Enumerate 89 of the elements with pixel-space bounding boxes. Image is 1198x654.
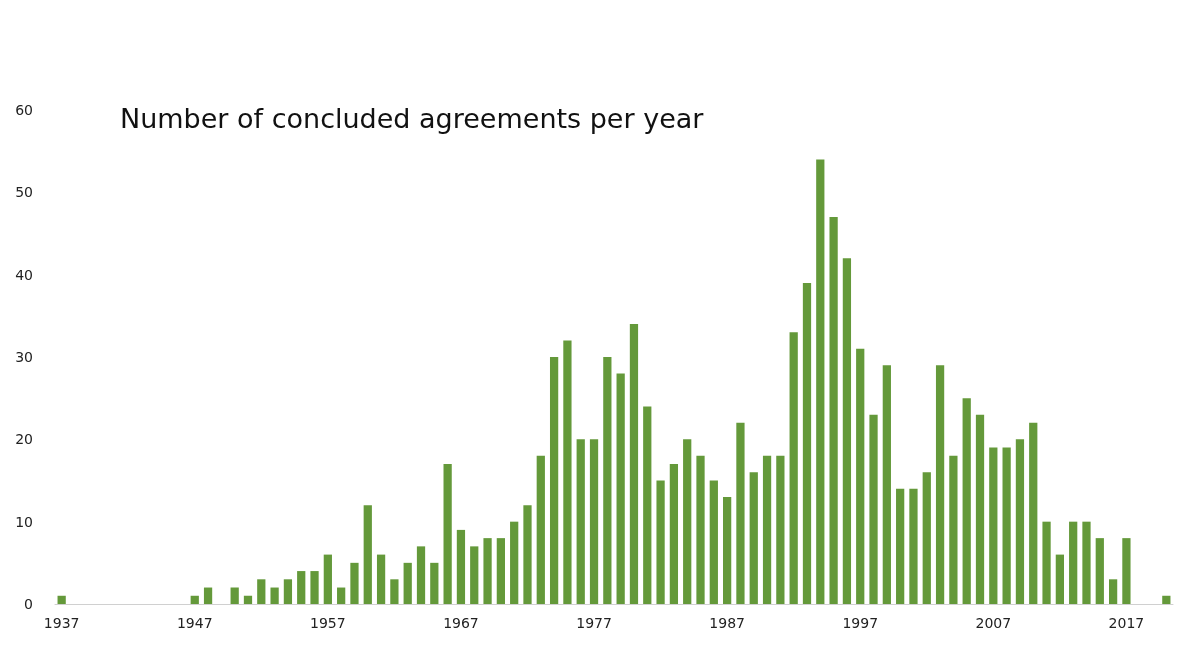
bar (270, 587, 279, 604)
bar (403, 562, 412, 604)
bar (1015, 439, 1025, 604)
bar (523, 505, 532, 604)
bar (323, 554, 332, 604)
y-tick-label: 30 (15, 349, 33, 365)
bar (1082, 521, 1091, 604)
bar (776, 455, 785, 604)
bar (909, 488, 918, 604)
bar (536, 455, 545, 604)
bar (57, 595, 66, 604)
bar (563, 340, 572, 604)
bar (350, 562, 359, 604)
bar (1108, 579, 1118, 604)
x-tick-label: 1997 (842, 615, 879, 631)
bar (1162, 595, 1171, 604)
bar (203, 587, 213, 604)
x-tick-label: 1987 (709, 615, 745, 631)
bar (257, 579, 266, 604)
bar (1055, 554, 1064, 604)
bar (749, 472, 758, 604)
y-tick-label: 50 (15, 184, 33, 201)
x-tick-label: 2007 (975, 615, 1012, 631)
x-tick-label: 1977 (576, 615, 612, 631)
bar (896, 488, 905, 604)
bar (709, 480, 718, 604)
bar (616, 373, 625, 604)
y-tick-label: 20 (15, 431, 33, 448)
bar (443, 464, 452, 604)
bar (376, 554, 386, 604)
bar (802, 282, 812, 604)
x-tick-label: 1957 (310, 615, 346, 631)
y-tick-label: 60 (15, 102, 33, 118)
bar (483, 538, 492, 604)
x-tick-label: 1967 (443, 615, 479, 631)
bar (390, 579, 399, 604)
bar (762, 455, 772, 604)
bar (310, 571, 319, 604)
bar (736, 422, 745, 604)
bar (723, 496, 732, 604)
bar (243, 595, 253, 604)
bar (470, 546, 479, 604)
bar (856, 348, 865, 604)
bar (829, 217, 838, 604)
bar (1029, 422, 1038, 604)
bar (962, 398, 971, 604)
bar (589, 439, 599, 604)
bar (922, 472, 931, 604)
bar (1002, 447, 1011, 604)
bar (549, 357, 559, 604)
bar (363, 505, 372, 604)
bar (1042, 521, 1051, 604)
bar (1095, 538, 1104, 604)
bar (297, 571, 306, 604)
bar (456, 529, 466, 604)
x-tick-label: 2017 (1108, 615, 1145, 631)
bar (869, 414, 878, 604)
bar (935, 365, 945, 604)
bar (510, 521, 519, 604)
chart-title: Number of concluded agreements per year (120, 103, 705, 134)
bar (669, 464, 679, 604)
bar (683, 439, 692, 604)
bar (230, 587, 239, 604)
bar (1122, 538, 1131, 604)
bar (1069, 521, 1078, 604)
bar (816, 159, 825, 604)
y-tick-label: 10 (15, 513, 33, 530)
bar (949, 455, 958, 604)
bar (190, 595, 199, 604)
bar (989, 447, 998, 604)
bar (656, 480, 665, 604)
bar (882, 365, 891, 604)
bar (576, 439, 585, 604)
bar (643, 406, 652, 604)
y-tick-label: 0 (24, 596, 33, 612)
bar (337, 587, 346, 604)
bar (496, 538, 505, 604)
x-tick-label: 1937 (43, 615, 80, 631)
bar (696, 455, 705, 604)
bar (603, 357, 612, 604)
bar (975, 414, 985, 604)
bar (842, 258, 852, 604)
bar (629, 324, 639, 604)
bar (789, 332, 798, 604)
x-tick-label: 1947 (176, 615, 213, 631)
bar (416, 546, 426, 604)
y-tick-label: 40 (15, 266, 33, 283)
bar (430, 562, 439, 604)
bar (283, 579, 293, 604)
